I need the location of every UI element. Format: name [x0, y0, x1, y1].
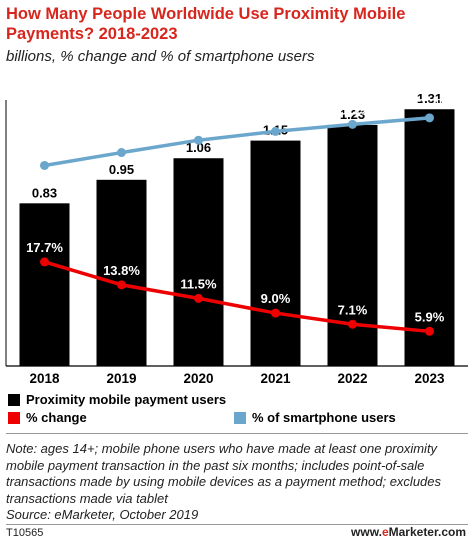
bar-2020	[173, 158, 224, 366]
bar-label-2020: 1.06	[186, 140, 211, 155]
brand-e: e	[381, 525, 389, 539]
legend-label-change: % change	[26, 410, 87, 425]
point-1-2021	[271, 308, 280, 318]
chart-id: T10565	[6, 527, 44, 539]
legend-item-smartphone: % of smartphone users	[234, 410, 396, 425]
point-label-1-2020: 11.5%	[180, 276, 217, 291]
bar-2018	[19, 203, 70, 366]
note-divider	[6, 433, 468, 434]
footer-divider	[6, 524, 468, 525]
point-2-2018	[40, 160, 49, 170]
point-label-2-2020: 38.4%	[180, 118, 217, 133]
point-2-2020	[194, 135, 203, 145]
legend-label-bars: Proximity mobile payment users	[26, 392, 227, 407]
point-label-2-2019: 36.3%	[103, 131, 140, 146]
point-2-2023	[425, 113, 434, 123]
source-text: Source: eMarketer, October 2019	[6, 507, 199, 522]
chart-subtitle: billions, % change and % of smartphone u…	[6, 48, 315, 65]
brand-rest: Marketer.com	[388, 525, 466, 539]
point-label-2-2021: 39.9%	[257, 109, 294, 124]
bar-label-2018: 0.83	[32, 185, 57, 200]
x-tick-2021: 2021	[260, 371, 291, 386]
bar-2023	[404, 109, 455, 367]
bar-2022	[327, 124, 378, 366]
legend-swatch-smartphone	[234, 411, 246, 424]
chart-note: Note: ages 14+; mobile phone users who h…	[6, 441, 468, 524]
bar-label-2022: 1.23	[340, 107, 365, 122]
point-1-2019	[117, 280, 126, 290]
x-tick-2018: 2018	[29, 371, 60, 386]
bar-label-2019: 0.95	[109, 162, 134, 177]
chart-title: How Many People Worldwide Use Proximity …	[6, 5, 406, 43]
point-label-1-2022: 7.1%	[338, 302, 368, 317]
point-label-2-2018: 34.1%	[26, 143, 63, 158]
x-tick-2023: 2023	[414, 371, 445, 386]
point-label-1-2023: 5.9%	[415, 309, 445, 324]
legend-swatch-bars	[8, 393, 20, 406]
note-text: Note: ages 14+; mobile phone users who h…	[6, 441, 442, 506]
brand-link[interactable]: www.eMarketer.com	[351, 525, 466, 539]
brand-prefix: www.	[351, 525, 382, 539]
point-2-2021	[271, 126, 280, 136]
bar-label-2023: 1.31	[417, 91, 442, 106]
legend-item-bars: Proximity mobile payment users	[8, 392, 226, 407]
point-1-2018	[40, 257, 49, 267]
point-1-2023	[425, 326, 434, 336]
point-1-2022	[348, 319, 357, 329]
x-tick-2019: 2019	[106, 371, 136, 386]
chart-plot: 0.830.951.061.151.231.3117.7%13.8%11.5%9…	[5, 91, 468, 386]
bar-2019	[96, 179, 147, 366]
line-series-2	[44, 116, 430, 168]
bar-2021	[250, 140, 301, 366]
point-1-2020	[194, 293, 203, 303]
x-tick-2020: 2020	[183, 371, 213, 386]
point-2-2019	[117, 148, 126, 158]
legend-swatch-change	[8, 411, 20, 424]
point-label-1-2019: 13.8%	[103, 263, 140, 278]
point-label-2-2022: 41.1%	[334, 102, 371, 117]
legend-item-change: % change	[8, 410, 87, 425]
point-2-2022	[348, 119, 357, 129]
line-series-1	[44, 260, 430, 334]
point-label-2-2023: 42.2%	[411, 96, 448, 111]
point-label-1-2021: 9.0%	[261, 291, 291, 306]
x-tick-2022: 2022	[337, 371, 367, 386]
point-label-1-2018: 17.7%	[26, 240, 63, 255]
legend-label-smartphone: % of smartphone users	[252, 410, 396, 425]
